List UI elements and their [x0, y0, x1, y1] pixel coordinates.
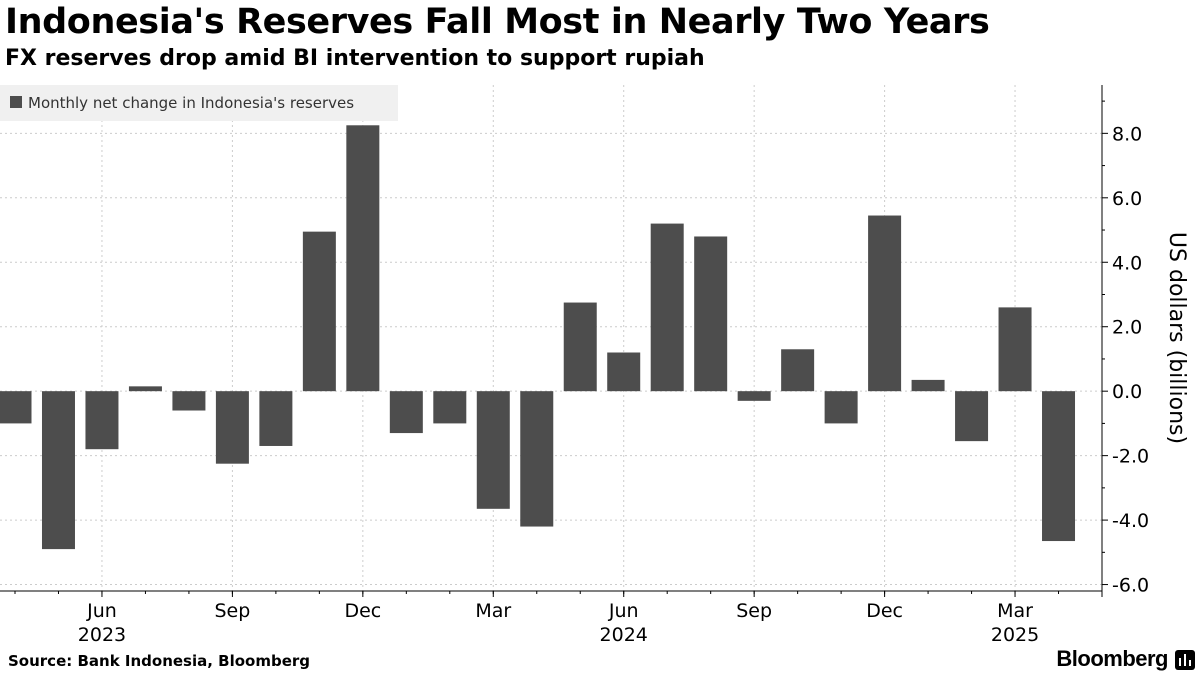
bar-mar-2024 [476, 391, 510, 509]
y-tick-label: 4.0 [1112, 252, 1142, 274]
bar-jan-2025 [911, 379, 945, 392]
bar-may-2024 [563, 302, 597, 392]
bar-jun-2023 [85, 391, 119, 450]
x-tick-label: Jun [608, 600, 639, 622]
y-tick-label: 6.0 [1112, 188, 1142, 210]
bar-oct-2024 [781, 349, 815, 392]
y-tick-label: -4.0 [1112, 510, 1149, 532]
bar-sep-2024 [737, 391, 771, 401]
chart-subtitle: FX reserves drop amid BI intervention to… [5, 46, 705, 71]
legend-label: Monthly net change in Indonesia's reserv… [28, 94, 354, 112]
bar-sep-2023 [215, 391, 249, 464]
legend-swatch [10, 96, 22, 108]
bar-mar-2025 [998, 307, 1032, 392]
bar-apr-2025 [1042, 391, 1076, 542]
x-year-label: 2023 [78, 624, 126, 646]
y-tick-label: 8.0 [1112, 123, 1142, 145]
bar-aug-2024 [694, 236, 728, 392]
x-tick-label: Mar [997, 600, 1033, 622]
bar-dec-2024 [868, 215, 902, 392]
bar-oct-2023 [259, 391, 293, 446]
bar-apr-2024 [520, 391, 554, 527]
y-axis-title: US dollars (billions) [1164, 232, 1189, 444]
x-year-label: 2024 [600, 624, 648, 646]
bar-apr-2023 [0, 391, 32, 424]
x-tick-label: Sep [736, 600, 772, 622]
x-tick-label: Dec [344, 600, 381, 622]
x-tick-label: Dec [866, 600, 903, 622]
bar-feb-2024 [433, 391, 467, 424]
y-tick-label: 0.0 [1112, 381, 1142, 403]
bar-nov-2023 [302, 231, 336, 392]
chart-title: Indonesia's Reserves Fall Most in Nearly… [5, 2, 990, 42]
legend-box [0, 85, 398, 121]
x-tick-label: Jun [86, 600, 117, 622]
x-tick-label: Mar [475, 600, 511, 622]
bar-jun-2024 [607, 352, 641, 392]
bar-jul-2023 [128, 386, 162, 392]
source-note: Source: Bank Indonesia, Bloomberg [8, 652, 311, 670]
bloomberg-chart-icon [1175, 650, 1195, 670]
y-tick-label: 2.0 [1112, 317, 1142, 339]
bar-aug-2023 [172, 391, 206, 411]
bar-dec-2023 [346, 125, 380, 392]
y-tick-label: -2.0 [1112, 446, 1149, 468]
bar-jul-2024 [650, 223, 684, 392]
bar-nov-2024 [824, 391, 858, 424]
bar-may-2023 [41, 391, 75, 550]
x-year-label: 2025 [991, 624, 1039, 646]
bar-feb-2025 [955, 391, 989, 442]
x-tick-label: Sep [214, 600, 250, 622]
brand-logo: Bloomberg [1056, 646, 1168, 671]
bar-jan-2024 [389, 391, 423, 434]
y-tick-label: -6.0 [1112, 575, 1149, 597]
